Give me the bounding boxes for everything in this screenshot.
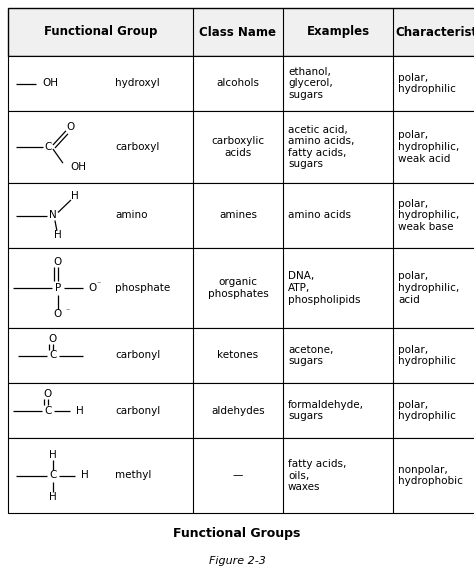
Text: amino: amino	[115, 211, 148, 220]
Text: Functional Groups: Functional Groups	[173, 526, 301, 539]
Text: amino acids: amino acids	[288, 211, 351, 220]
Text: ⁻: ⁻	[65, 306, 69, 315]
Text: H: H	[71, 191, 79, 201]
Text: polar,
hydrophilic,
weak acid: polar, hydrophilic, weak acid	[398, 130, 459, 164]
Text: carboxylic
acids: carboxylic acids	[211, 136, 264, 158]
Text: polar,
hydrophilic: polar, hydrophilic	[398, 73, 456, 94]
Text: acetic acid,
amino acids,
fatty acids,
sugars: acetic acid, amino acids, fatty acids, s…	[288, 125, 355, 170]
Text: polar,
hydrophilic: polar, hydrophilic	[398, 400, 456, 421]
Bar	[8, 383, 474, 438]
Text: P: P	[55, 283, 61, 293]
Text: carboxyl: carboxyl	[115, 142, 160, 152]
Text: Functional Group: Functional Group	[44, 25, 157, 39]
Text: carbonyl: carbonyl	[115, 406, 161, 415]
Text: —: —	[233, 470, 243, 481]
Text: H: H	[81, 470, 89, 481]
Text: formaldehyde,
sugars: formaldehyde, sugars	[288, 400, 364, 421]
Text: ketones: ketones	[218, 350, 258, 361]
Bar	[8, 56, 474, 111]
Text: H: H	[76, 406, 84, 415]
Bar	[8, 248, 474, 328]
Bar	[8, 183, 474, 248]
Text: polar,
hydrophilic,
acid: polar, hydrophilic, acid	[398, 271, 459, 305]
Text: carbonyl: carbonyl	[115, 350, 161, 361]
Text: DNA,
ATP,
phospholipids: DNA, ATP, phospholipids	[288, 271, 361, 305]
Text: aldehydes: aldehydes	[211, 406, 265, 415]
Text: O: O	[88, 283, 96, 293]
Text: fatty acids,
oils,
waxes: fatty acids, oils, waxes	[288, 459, 346, 492]
Text: nonpolar,
hydrophobic: nonpolar, hydrophobic	[398, 464, 463, 486]
Text: C: C	[44, 406, 52, 415]
Bar	[8, 328, 474, 383]
Text: C: C	[49, 470, 56, 481]
Text: methyl: methyl	[115, 470, 152, 481]
Text: amines: amines	[219, 211, 257, 220]
Text: ethanol,
glycerol,
sugars: ethanol, glycerol, sugars	[288, 67, 333, 100]
Text: O: O	[49, 334, 57, 344]
Text: Characteristics: Characteristics	[395, 25, 474, 39]
Text: O: O	[44, 389, 52, 399]
Text: Figure 2-3: Figure 2-3	[209, 556, 265, 566]
Bar	[8, 111, 474, 183]
Text: H: H	[54, 230, 62, 240]
Text: polar,
hydrophilic,
weak base: polar, hydrophilic, weak base	[398, 199, 459, 232]
Text: O: O	[54, 309, 62, 320]
Text: OH: OH	[70, 162, 86, 172]
Text: Class Name: Class Name	[200, 25, 276, 39]
Text: O: O	[54, 257, 62, 267]
Text: H: H	[49, 492, 57, 501]
Text: acetone,
sugars: acetone, sugars	[288, 344, 333, 366]
Text: alcohols: alcohols	[217, 78, 259, 88]
Text: hydroxyl: hydroxyl	[115, 78, 160, 88]
Text: C: C	[44, 142, 52, 152]
Bar	[8, 438, 474, 513]
Text: phosphate: phosphate	[115, 283, 171, 293]
Text: H: H	[49, 449, 57, 459]
Text: O: O	[67, 122, 75, 132]
Bar	[8, 8, 474, 56]
Text: C: C	[49, 350, 56, 361]
Text: N: N	[49, 211, 57, 220]
Text: ⁻: ⁻	[96, 279, 100, 288]
Text: organic
phosphates: organic phosphates	[208, 277, 268, 299]
Text: polar,
hydrophilic: polar, hydrophilic	[398, 344, 456, 366]
Text: OH: OH	[42, 78, 58, 88]
Text: Examples: Examples	[306, 25, 370, 39]
